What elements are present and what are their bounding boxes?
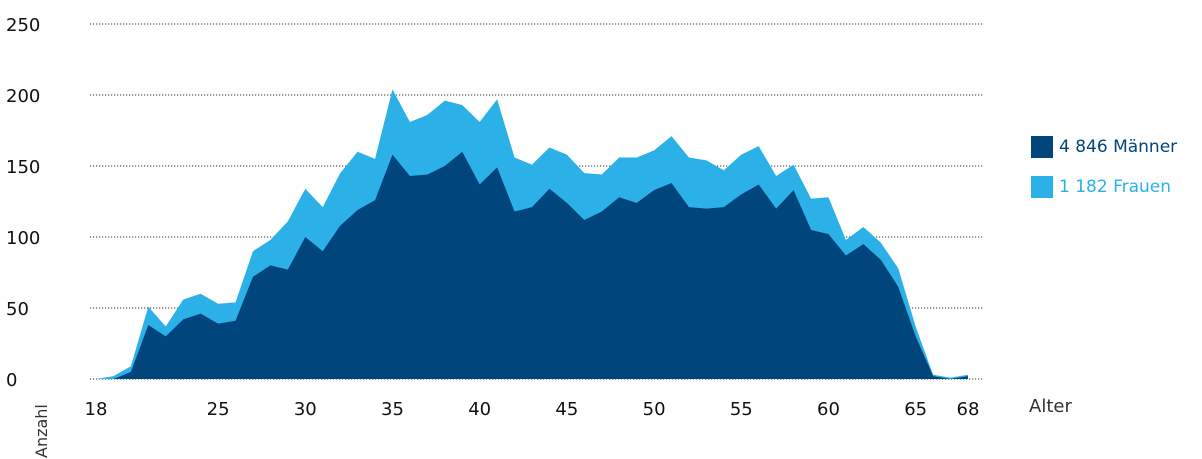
- x-tick-label: 50: [643, 399, 666, 420]
- legend-item-maenner: 4 846 Männer: [1031, 136, 1177, 158]
- y-tick-labels: 0 50 100 150 200 250: [6, 15, 40, 391]
- x-tick-label: 60: [817, 399, 840, 420]
- x-tick-label: 18: [85, 399, 108, 420]
- y-tick-label: 250: [6, 15, 40, 36]
- x-tick-label: 55: [730, 399, 753, 420]
- chart-areas: [96, 89, 968, 379]
- legend-swatch-maenner: [1031, 136, 1053, 158]
- x-axis-label: Alter: [1029, 396, 1072, 417]
- x-tick-label: 68: [957, 399, 980, 420]
- legend-item-frauen: 1 182 Frauen: [1031, 176, 1177, 198]
- x-tick-label: 40: [468, 399, 491, 420]
- area-maenner: [96, 151, 968, 379]
- x-tick-label: 35: [381, 399, 404, 420]
- y-tick-label: 50: [6, 299, 29, 320]
- y-tick-label: 0: [6, 370, 17, 391]
- x-tick-label: 65: [904, 399, 927, 420]
- legend-label-maenner: 4 846 Männer: [1059, 137, 1178, 157]
- x-tick-label: 45: [555, 399, 578, 420]
- x-tick-label: 30: [294, 399, 317, 420]
- y-tick-label: 200: [6, 86, 40, 107]
- y-axis-label: Anzahl: [32, 404, 51, 458]
- legend-swatch-frauen: [1031, 176, 1053, 198]
- x-tick-labels: 18 25 30 35 40 45 50 55 60 65 68: [85, 399, 980, 420]
- y-tick-label: 150: [6, 157, 40, 178]
- legend-label-frauen: 1 182 Frauen: [1059, 177, 1172, 197]
- y-tick-label: 100: [6, 228, 40, 249]
- x-tick-label: 25: [207, 399, 230, 420]
- legend: 4 846 Männer 1 182 Frauen: [1031, 136, 1177, 215]
